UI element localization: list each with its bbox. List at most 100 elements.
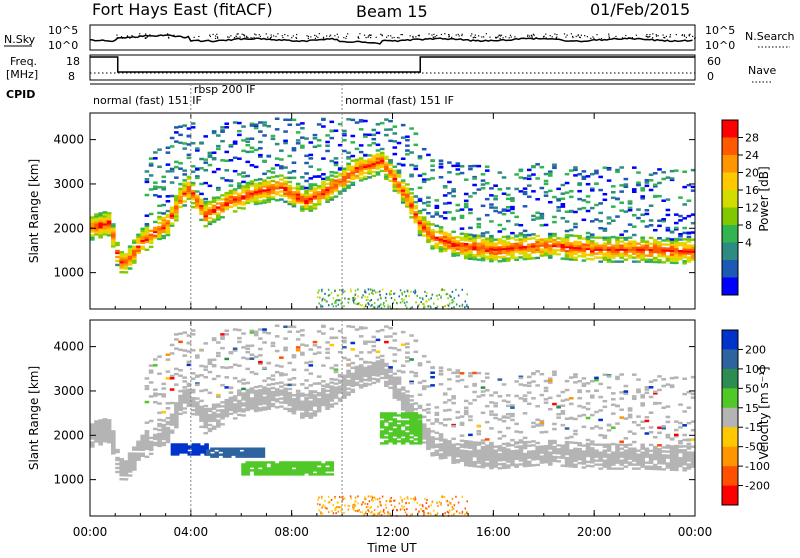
power-cell [178,206,183,208]
velocity-cell [527,441,532,444]
velocity-cell [149,453,154,455]
velocity-cell [624,465,629,467]
velocity-cell [262,406,267,408]
power-cell [552,196,557,199]
velocity-cell [682,434,687,437]
velocity-cell [485,445,490,447]
velocity-cell [414,402,419,405]
power-cell [389,306,391,308]
velocity-cell [325,390,330,392]
power-cell [292,119,297,122]
velocity-cell [632,441,637,444]
power-cell [468,234,473,236]
velocity-cell [619,459,624,461]
power-cell [325,179,330,181]
velocity-cell [313,341,318,344]
velocity-cell [275,406,280,408]
power-cell [498,171,503,174]
power-cell [350,141,355,144]
velocity-cell [422,441,427,443]
velocity-cell [640,451,645,453]
velocity-cell [527,376,532,379]
velocity-cell [498,378,503,381]
power-cell [208,201,213,203]
power-cell [569,210,574,213]
velocity-cell [401,364,406,367]
velocity-cell [325,348,330,351]
velocity-cell [447,368,452,371]
power-cell [405,149,410,152]
power-cell [493,195,498,198]
power-cell [149,157,154,160]
velocity-cell [380,359,385,361]
noise-tick-top-right: 10^5 [705,24,735,37]
power-cell [519,238,524,240]
velocity-cell [334,402,339,404]
power-cell [385,297,387,299]
velocity-cell [666,421,671,424]
power-cell [561,217,566,220]
velocity-cell [388,387,393,389]
nsearch-point [258,38,259,39]
power-cell [439,215,444,218]
power-cell [502,228,507,231]
velocity-cell [573,381,578,384]
velocity-cell [334,368,339,371]
power-cell [182,147,187,150]
velocity-cell [287,384,292,387]
power-cell [439,166,444,169]
power-cell [577,235,582,237]
velocity-cell [624,385,629,388]
velocity-cell [329,328,334,331]
power-cell [220,194,225,196]
power-cell [325,187,330,189]
y-tick-label: 2000 [53,221,84,235]
power-cell [115,264,120,266]
power-cell [321,290,323,292]
power-cell [661,171,666,174]
velocity-cell [384,369,389,371]
velocity-cell [216,375,221,378]
velocity-cell [598,443,603,445]
velocity-cell [216,409,221,411]
velocity-cell [145,388,150,391]
velocity-cell [153,364,158,367]
power-cell [485,169,490,172]
power-cell [174,166,179,169]
velocity-cell [271,345,276,348]
velocity-cell [153,401,158,404]
velocity-cell [577,462,582,464]
velocity-cell [460,444,465,446]
velocity-cell [636,449,641,451]
power-cell [191,122,196,125]
power-cell [535,257,540,259]
power-cell [329,137,334,140]
velocity-cell [468,372,473,375]
velocity-cell [124,460,129,462]
power-cell [161,204,166,207]
velocity-cell [153,388,158,391]
power-cell [371,134,376,137]
velocity-cell [506,442,511,444]
power-cell [661,247,666,249]
velocity-cell [271,342,276,345]
power-cell [657,219,662,222]
velocity-cell [661,406,666,409]
power-cell [481,183,486,186]
power-cell [439,236,444,238]
velocity-cell [598,463,603,465]
velocity-cell [674,429,679,432]
power-cell [498,246,503,248]
power-cell [687,215,692,218]
power-cell [334,290,336,292]
power-cell [682,238,687,240]
velocity-cell [199,426,204,428]
power-cell [166,146,171,149]
power-cell [649,189,654,192]
power-cell [380,170,385,172]
velocity-cell [430,371,435,374]
power-cell [687,199,692,202]
power-cell [611,205,616,208]
velocity-cell [527,382,532,385]
velocity-cell [426,361,431,364]
